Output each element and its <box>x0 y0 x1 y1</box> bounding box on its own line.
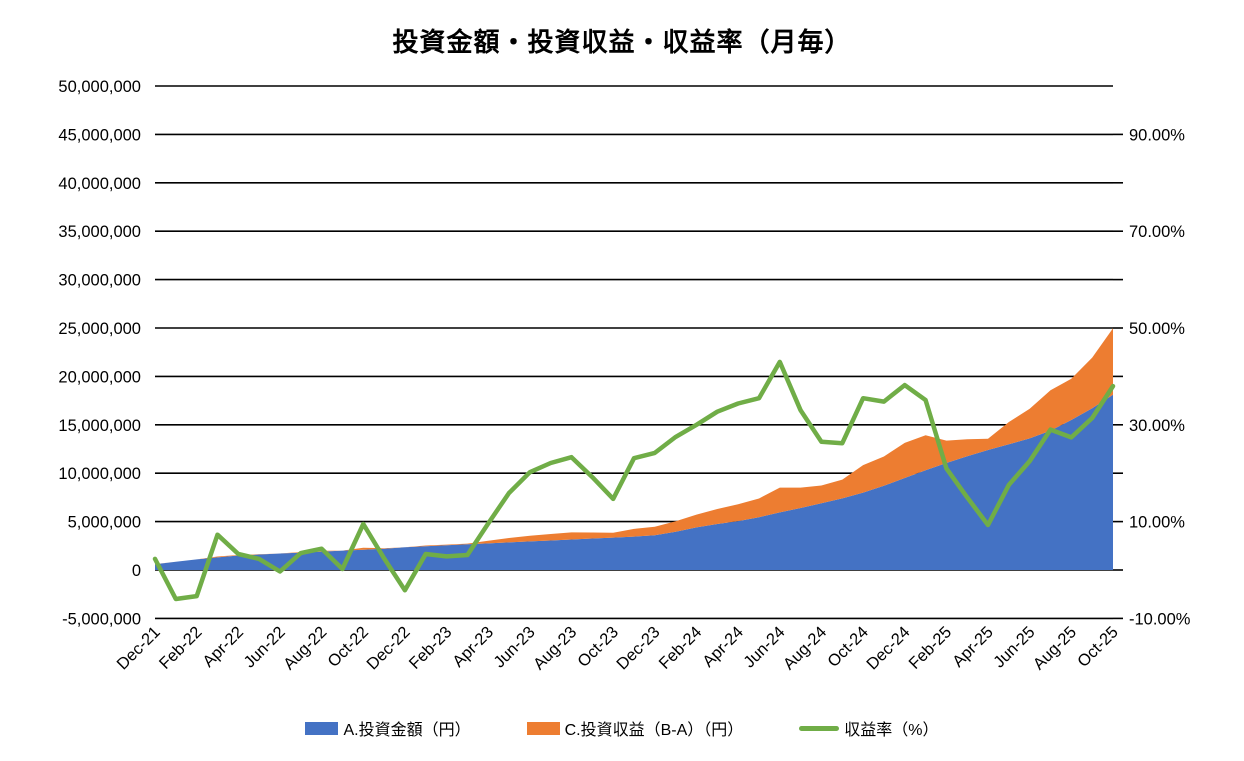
legend-item-profit: C.投資収益（B-A）（円） <box>526 716 744 740</box>
invested-amount-area <box>155 394 1113 570</box>
x-axis-label: Dec-23 <box>613 623 663 673</box>
right-axis-label: 10.00% <box>1129 514 1185 532</box>
invested-amount-swatch <box>305 721 339 735</box>
x-axis-label: Oct-25 <box>1074 623 1122 671</box>
x-axis-label: Dec-21 <box>113 623 163 673</box>
right-axis-label: -10.00% <box>1129 610 1191 628</box>
chart-title: 投資金額・投資収益・収益率（月毎） <box>392 27 852 57</box>
x-axis-label: Feb-24 <box>656 623 706 673</box>
investment-profit-swatch <box>526 721 560 735</box>
left-axis-label: 45,000,000 <box>58 126 141 144</box>
x-axis-label: Apr-23 <box>449 623 497 671</box>
right-axis-label: 70.00% <box>1129 223 1185 241</box>
legend-label-invested: A.投資金額（円） <box>343 722 471 739</box>
x-axis-label: Jun-25 <box>990 623 1038 671</box>
right-axis-label: 90.00% <box>1129 126 1185 144</box>
left-axis-label: -5,000,000 <box>62 610 141 628</box>
x-axis-label: Jun-22 <box>240 623 288 671</box>
legend: A.投資金額（円） C.投資収益（B-A）（円） 収益率（%） <box>0 716 1244 740</box>
x-axis-labels: Dec-21Feb-22Apr-22Jun-22Aug-22Oct-22Dec-… <box>113 623 1121 673</box>
left-axis-labels: 50,000,000 45,000,000 40,000,000 35,000,000… <box>58 78 141 628</box>
investment-profit-area <box>155 328 1113 565</box>
x-axis-label: Dec-22 <box>363 623 413 673</box>
x-axis-label: Apr-22 <box>199 623 247 671</box>
left-axis-label: 0 <box>132 562 141 580</box>
left-axis-label: 35,000,000 <box>58 223 141 241</box>
left-axis-label: 25,000,000 <box>58 320 141 338</box>
right-axis-label: 50.00% <box>1129 320 1185 338</box>
left-axis-label: 5,000,000 <box>68 514 141 532</box>
left-axis-label: 40,000,000 <box>58 175 141 193</box>
left-axis-label: 20,000,000 <box>58 368 141 386</box>
x-axis-label: Feb-23 <box>406 623 456 673</box>
x-axis-label: Feb-25 <box>906 623 956 673</box>
legend-item-invested: A.投資金額（円） <box>305 716 471 740</box>
left-axis-label: 30,000,000 <box>58 272 141 290</box>
left-axis-label: 10,000,000 <box>58 465 141 483</box>
legend-label-rate: 収益率（%） <box>844 722 939 739</box>
rate-line-series <box>152 359 1116 602</box>
right-axis-ticks <box>1113 133 1123 620</box>
right-axis-label: 30.00% <box>1129 417 1185 435</box>
legend-label-profit: C.投資収益（B-A）（円） <box>564 722 744 739</box>
return-rate-swatch <box>799 725 840 731</box>
return-rate-line <box>152 359 1116 602</box>
x-axis-label: Dec-24 <box>863 623 913 673</box>
x-axis-label: Feb-22 <box>156 623 206 673</box>
right-axis-labels: 90.00% 70.00% 50.00% 30.00% 10.00% -10.00% <box>1129 126 1191 628</box>
left-axis-label: 15,000,000 <box>58 417 141 435</box>
x-axis-label: Jun-24 <box>740 623 788 671</box>
x-axis-label: Apr-25 <box>949 623 997 671</box>
x-axis-label: Aug-23 <box>530 623 580 673</box>
x-axis-label: Aug-22 <box>280 623 330 673</box>
x-axis-label: Aug-24 <box>780 623 830 673</box>
legend-item-rate: 収益率（%） <box>799 716 939 740</box>
left-axis-label: 50,000,000 <box>58 78 141 96</box>
stacked-area-series <box>155 328 1113 570</box>
x-axis-label: Apr-24 <box>699 623 747 671</box>
x-axis-label: Jun-23 <box>490 623 538 671</box>
x-axis-label: Aug-25 <box>1030 623 1080 673</box>
